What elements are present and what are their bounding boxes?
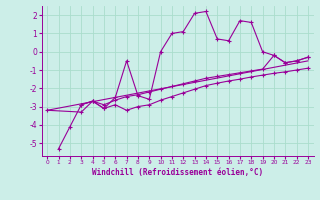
X-axis label: Windchill (Refroidissement éolien,°C): Windchill (Refroidissement éolien,°C) bbox=[92, 168, 263, 177]
